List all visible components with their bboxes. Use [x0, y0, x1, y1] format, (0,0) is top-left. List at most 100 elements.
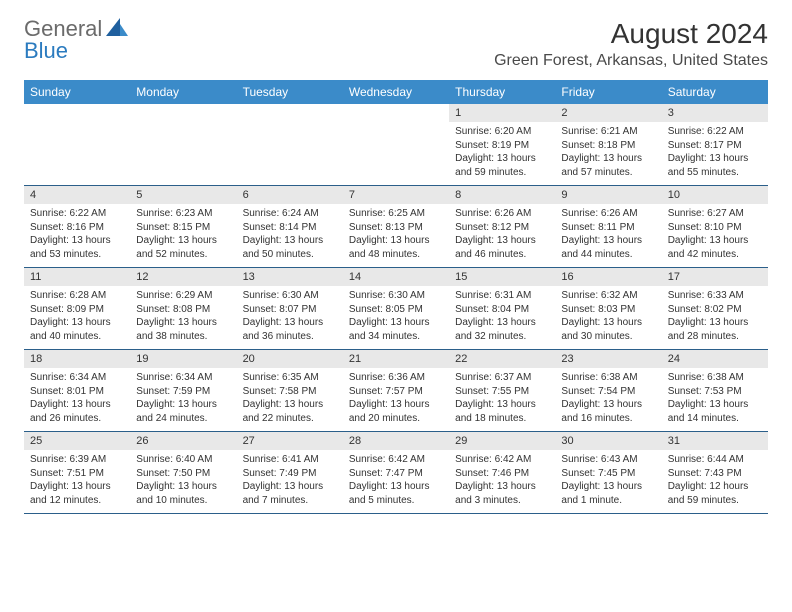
daylight-text: Daylight: 13 hours and 57 minutes.	[561, 152, 655, 179]
sunrise-text: Sunrise: 6:21 AM	[561, 125, 655, 139]
daylight-text: Daylight: 13 hours and 50 minutes.	[243, 234, 337, 261]
day-details: Sunrise: 6:22 AMSunset: 8:17 PMDaylight:…	[662, 122, 768, 185]
day-details: Sunrise: 6:34 AMSunset: 8:01 PMDaylight:…	[24, 368, 130, 431]
day-details	[130, 122, 236, 176]
day-header: Sunday	[24, 80, 130, 104]
daylight-text: Daylight: 13 hours and 44 minutes.	[561, 234, 655, 261]
daylight-text: Daylight: 13 hours and 52 minutes.	[136, 234, 230, 261]
day-number: 2	[555, 104, 661, 122]
daylight-text: Daylight: 13 hours and 48 minutes.	[349, 234, 443, 261]
sunset-text: Sunset: 8:14 PM	[243, 221, 337, 235]
location-label: Green Forest, Arkansas, United States	[494, 52, 768, 70]
day-details: Sunrise: 6:26 AMSunset: 8:12 PMDaylight:…	[449, 204, 555, 267]
day-cell: 13Sunrise: 6:30 AMSunset: 8:07 PMDayligh…	[237, 268, 343, 349]
sunrise-text: Sunrise: 6:26 AM	[561, 207, 655, 221]
daylight-text: Daylight: 13 hours and 32 minutes.	[455, 316, 549, 343]
day-details	[237, 122, 343, 176]
day-cell: 14Sunrise: 6:30 AMSunset: 8:05 PMDayligh…	[343, 268, 449, 349]
day-details: Sunrise: 6:35 AMSunset: 7:58 PMDaylight:…	[237, 368, 343, 431]
sunrise-text: Sunrise: 6:34 AM	[136, 371, 230, 385]
day-number: 28	[343, 432, 449, 450]
day-number	[343, 104, 449, 122]
day-details: Sunrise: 6:20 AMSunset: 8:19 PMDaylight:…	[449, 122, 555, 185]
day-header: Thursday	[449, 80, 555, 104]
daylight-text: Daylight: 13 hours and 28 minutes.	[668, 316, 762, 343]
day-number: 3	[662, 104, 768, 122]
daylight-text: Daylight: 13 hours and 7 minutes.	[243, 480, 337, 507]
day-details: Sunrise: 6:32 AMSunset: 8:03 PMDaylight:…	[555, 286, 661, 349]
sunrise-text: Sunrise: 6:22 AM	[668, 125, 762, 139]
sunrise-text: Sunrise: 6:32 AM	[561, 289, 655, 303]
sunset-text: Sunset: 7:43 PM	[668, 467, 762, 481]
sunrise-text: Sunrise: 6:34 AM	[30, 371, 124, 385]
day-details: Sunrise: 6:42 AMSunset: 7:46 PMDaylight:…	[449, 450, 555, 513]
sunset-text: Sunset: 8:04 PM	[455, 303, 549, 317]
sunset-text: Sunset: 8:09 PM	[30, 303, 124, 317]
brand-line1: General	[24, 18, 102, 40]
day-number: 31	[662, 432, 768, 450]
sunset-text: Sunset: 7:59 PM	[136, 385, 230, 399]
sunset-text: Sunset: 8:08 PM	[136, 303, 230, 317]
sunset-text: Sunset: 8:13 PM	[349, 221, 443, 235]
daylight-text: Daylight: 13 hours and 30 minutes.	[561, 316, 655, 343]
sunset-text: Sunset: 8:18 PM	[561, 139, 655, 153]
day-details: Sunrise: 6:33 AMSunset: 8:02 PMDaylight:…	[662, 286, 768, 349]
day-cell: 25Sunrise: 6:39 AMSunset: 7:51 PMDayligh…	[24, 432, 130, 513]
sunrise-text: Sunrise: 6:42 AM	[349, 453, 443, 467]
page-header: General Blue August 2024 Green Forest, A…	[24, 18, 768, 70]
sunset-text: Sunset: 7:53 PM	[668, 385, 762, 399]
day-details: Sunrise: 6:38 AMSunset: 7:53 PMDaylight:…	[662, 368, 768, 431]
day-details: Sunrise: 6:21 AMSunset: 8:18 PMDaylight:…	[555, 122, 661, 185]
daylight-text: Daylight: 13 hours and 10 minutes.	[136, 480, 230, 507]
sunrise-text: Sunrise: 6:30 AM	[349, 289, 443, 303]
sunset-text: Sunset: 7:46 PM	[455, 467, 549, 481]
day-details: Sunrise: 6:24 AMSunset: 8:14 PMDaylight:…	[237, 204, 343, 267]
sunset-text: Sunset: 8:02 PM	[668, 303, 762, 317]
day-cell: 17Sunrise: 6:33 AMSunset: 8:02 PMDayligh…	[662, 268, 768, 349]
sunrise-text: Sunrise: 6:25 AM	[349, 207, 443, 221]
day-cell: 11Sunrise: 6:28 AMSunset: 8:09 PMDayligh…	[24, 268, 130, 349]
sunrise-text: Sunrise: 6:31 AM	[455, 289, 549, 303]
day-details: Sunrise: 6:31 AMSunset: 8:04 PMDaylight:…	[449, 286, 555, 349]
day-details: Sunrise: 6:27 AMSunset: 8:10 PMDaylight:…	[662, 204, 768, 267]
day-details: Sunrise: 6:25 AMSunset: 8:13 PMDaylight:…	[343, 204, 449, 267]
sunrise-text: Sunrise: 6:38 AM	[668, 371, 762, 385]
sunset-text: Sunset: 8:11 PM	[561, 221, 655, 235]
sunset-text: Sunset: 7:51 PM	[30, 467, 124, 481]
sunset-text: Sunset: 8:16 PM	[30, 221, 124, 235]
day-number: 17	[662, 268, 768, 286]
daylight-text: Daylight: 13 hours and 26 minutes.	[30, 398, 124, 425]
day-details: Sunrise: 6:41 AMSunset: 7:49 PMDaylight:…	[237, 450, 343, 513]
day-number: 10	[662, 186, 768, 204]
day-number: 22	[449, 350, 555, 368]
empty-cell	[237, 104, 343, 185]
day-cell: 9Sunrise: 6:26 AMSunset: 8:11 PMDaylight…	[555, 186, 661, 267]
day-cell: 1Sunrise: 6:20 AMSunset: 8:19 PMDaylight…	[449, 104, 555, 185]
daylight-text: Daylight: 13 hours and 14 minutes.	[668, 398, 762, 425]
sunset-text: Sunset: 8:12 PM	[455, 221, 549, 235]
day-number: 19	[130, 350, 236, 368]
calendar-week: 4Sunrise: 6:22 AMSunset: 8:16 PMDaylight…	[24, 186, 768, 268]
day-number: 23	[555, 350, 661, 368]
day-cell: 2Sunrise: 6:21 AMSunset: 8:18 PMDaylight…	[555, 104, 661, 185]
sunrise-text: Sunrise: 6:29 AM	[136, 289, 230, 303]
daylight-text: Daylight: 13 hours and 46 minutes.	[455, 234, 549, 261]
day-number: 26	[130, 432, 236, 450]
sunrise-text: Sunrise: 6:20 AM	[455, 125, 549, 139]
day-number: 12	[130, 268, 236, 286]
day-cell: 7Sunrise: 6:25 AMSunset: 8:13 PMDaylight…	[343, 186, 449, 267]
sunrise-text: Sunrise: 6:42 AM	[455, 453, 549, 467]
day-header: Monday	[130, 80, 236, 104]
day-header: Wednesday	[343, 80, 449, 104]
sunrise-text: Sunrise: 6:44 AM	[668, 453, 762, 467]
sunset-text: Sunset: 8:15 PM	[136, 221, 230, 235]
day-details: Sunrise: 6:34 AMSunset: 7:59 PMDaylight:…	[130, 368, 236, 431]
daylight-text: Daylight: 13 hours and 34 minutes.	[349, 316, 443, 343]
day-number: 14	[343, 268, 449, 286]
sunset-text: Sunset: 8:17 PM	[668, 139, 762, 153]
brand-line2: Blue	[24, 40, 102, 62]
day-number	[130, 104, 236, 122]
daylight-text: Daylight: 13 hours and 3 minutes.	[455, 480, 549, 507]
daylight-text: Daylight: 13 hours and 36 minutes.	[243, 316, 337, 343]
day-cell: 30Sunrise: 6:43 AMSunset: 7:45 PMDayligh…	[555, 432, 661, 513]
